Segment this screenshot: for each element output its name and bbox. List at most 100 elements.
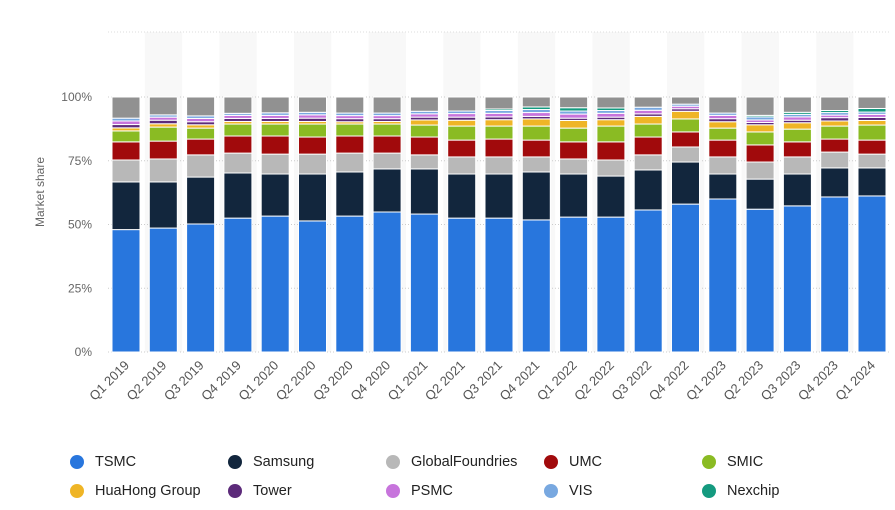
legend-item-vis[interactable]: VIS <box>544 483 592 499</box>
bar-segment-tsmc[interactable] <box>820 196 850 353</box>
bar-segment-smic[interactable] <box>820 125 850 140</box>
bar-segment-globalfoundries[interactable] <box>708 156 738 175</box>
bar-segment-tsmc[interactable] <box>596 216 626 353</box>
bar-segment-tsmc[interactable] <box>260 215 290 353</box>
legend-item-globalfoundries[interactable]: GlobalFoundries <box>386 454 517 470</box>
bar-segment-other[interactable] <box>335 96 365 114</box>
bar-segment-samsung[interactable] <box>409 168 439 215</box>
bar-segment-other[interactable] <box>782 96 812 113</box>
bar-segment-samsung[interactable] <box>484 173 514 219</box>
bar-segment-umc[interactable] <box>447 139 477 158</box>
bar-segment-umc[interactable] <box>521 139 551 158</box>
bar-segment-samsung[interactable] <box>447 173 477 219</box>
bar-segment-umc[interactable] <box>633 136 663 156</box>
bar-segment-huahong-group[interactable] <box>596 119 626 127</box>
bar-segment-samsung[interactable] <box>521 171 551 221</box>
bar-segment-other[interactable] <box>633 96 663 108</box>
bar-segment-smic[interactable] <box>484 125 514 140</box>
bar-segment-tsmc[interactable] <box>708 198 738 353</box>
bar-segment-globalfoundries[interactable] <box>857 153 887 169</box>
bar-segment-globalfoundries[interactable] <box>559 158 589 175</box>
bar-segment-samsung[interactable] <box>372 168 402 213</box>
bar-segment-umc[interactable] <box>671 131 700 148</box>
bar-segment-umc[interactable] <box>298 136 327 155</box>
legend-item-psmc[interactable]: PSMC <box>386 483 453 499</box>
legend-item-nexchip[interactable]: Nexchip <box>702 483 779 499</box>
bar-segment-huahong-group[interactable] <box>484 119 514 127</box>
bar-segment-umc[interactable] <box>484 138 514 158</box>
bar-segment-smic[interactable] <box>782 128 812 143</box>
bar-segment-globalfoundries[interactable] <box>745 161 775 180</box>
bar-segment-samsung[interactable] <box>596 175 626 218</box>
legend-item-tsmc[interactable]: TSMC <box>70 454 136 470</box>
bar-segment-huahong-group[interactable] <box>521 118 551 127</box>
bar-segment-psmc[interactable] <box>521 112 551 117</box>
bar-segment-smic[interactable] <box>745 131 775 146</box>
bar-segment-samsung[interactable] <box>708 173 738 200</box>
bar-segment-tsmc[interactable] <box>857 195 887 353</box>
bar-segment-globalfoundries[interactable] <box>372 152 402 170</box>
bar-segment-tsmc[interactable] <box>223 217 253 353</box>
legend-item-huahong-group[interactable]: HuaHong Group <box>70 483 201 499</box>
bar-segment-huahong-group[interactable] <box>409 119 439 126</box>
bar-segment-tsmc[interactable] <box>484 217 514 353</box>
bar-segment-huahong-group[interactable] <box>559 119 589 129</box>
bar-segment-umc[interactable] <box>857 139 887 155</box>
bar-segment-globalfoundries[interactable] <box>671 146 700 163</box>
bar-segment-other[interactable] <box>596 96 626 109</box>
bar-segment-nexchip[interactable] <box>857 107 887 113</box>
bar-segment-smic[interactable] <box>708 127 738 141</box>
bar-segment-other[interactable] <box>559 96 589 109</box>
bar-segment-other[interactable] <box>186 96 216 117</box>
bar-segment-globalfoundries[interactable] <box>633 154 663 171</box>
bar-segment-tsmc[interactable] <box>186 223 216 353</box>
bar-segment-umc[interactable] <box>335 135 365 154</box>
bar-segment-huahong-group[interactable] <box>820 120 850 127</box>
bar-segment-smic[interactable] <box>223 123 253 137</box>
bar-segment-tsmc[interactable] <box>409 213 439 353</box>
bar-segment-globalfoundries[interactable] <box>782 156 812 175</box>
bar-segment-huahong-group[interactable] <box>708 121 738 129</box>
bar-segment-tsmc[interactable] <box>111 229 141 353</box>
bar-segment-psmc[interactable] <box>484 112 514 118</box>
bar-segment-tsmc[interactable] <box>148 227 178 353</box>
bar-segment-psmc[interactable] <box>596 112 626 118</box>
bar-segment-psmc[interactable] <box>111 120 141 126</box>
bar-segment-samsung[interactable] <box>223 172 253 219</box>
bar-segment-globalfoundries[interactable] <box>521 156 551 173</box>
bar-segment-umc[interactable] <box>409 136 439 156</box>
bar-segment-samsung[interactable] <box>857 167 887 197</box>
bar-segment-globalfoundries[interactable] <box>298 153 327 175</box>
bar-segment-psmc[interactable] <box>633 109 663 115</box>
bar-segment-samsung[interactable] <box>559 173 589 218</box>
bar-segment-other[interactable] <box>708 96 738 114</box>
bar-segment-smic[interactable] <box>298 123 327 138</box>
bar-segment-other[interactable] <box>484 96 514 110</box>
bar-segment-samsung[interactable] <box>782 173 812 207</box>
bar-segment-tsmc[interactable] <box>559 216 589 353</box>
bar-segment-smic[interactable] <box>409 124 439 138</box>
bar-segment-smic[interactable] <box>559 127 589 143</box>
bar-segment-globalfoundries[interactable] <box>820 151 850 169</box>
bar-segment-umc[interactable] <box>559 141 589 160</box>
bar-segment-smic[interactable] <box>186 127 216 140</box>
bar-segment-smic[interactable] <box>521 125 551 141</box>
bar-segment-other[interactable] <box>111 96 141 119</box>
bar-segment-umc[interactable] <box>372 135 402 154</box>
bar-segment-umc[interactable] <box>782 141 812 158</box>
bar-segment-samsung[interactable] <box>111 181 141 231</box>
bar-segment-umc[interactable] <box>223 135 253 154</box>
bar-segment-huahong-group[interactable] <box>447 119 477 127</box>
bar-segment-other[interactable] <box>148 96 178 116</box>
bar-segment-other[interactable] <box>857 96 887 109</box>
bar-segment-globalfoundries[interactable] <box>223 152 253 174</box>
bar-segment-other[interactable] <box>745 96 775 116</box>
bar-segment-smic[interactable] <box>633 123 663 138</box>
bar-segment-globalfoundries[interactable] <box>335 152 365 173</box>
bar-segment-smic[interactable] <box>372 123 402 137</box>
bar-segment-tsmc[interactable] <box>372 211 402 353</box>
bar-segment-huahong-group[interactable] <box>857 119 887 126</box>
bar-segment-smic[interactable] <box>671 118 700 133</box>
bar-segment-psmc[interactable] <box>447 113 477 118</box>
bar-segment-umc[interactable] <box>186 138 216 156</box>
